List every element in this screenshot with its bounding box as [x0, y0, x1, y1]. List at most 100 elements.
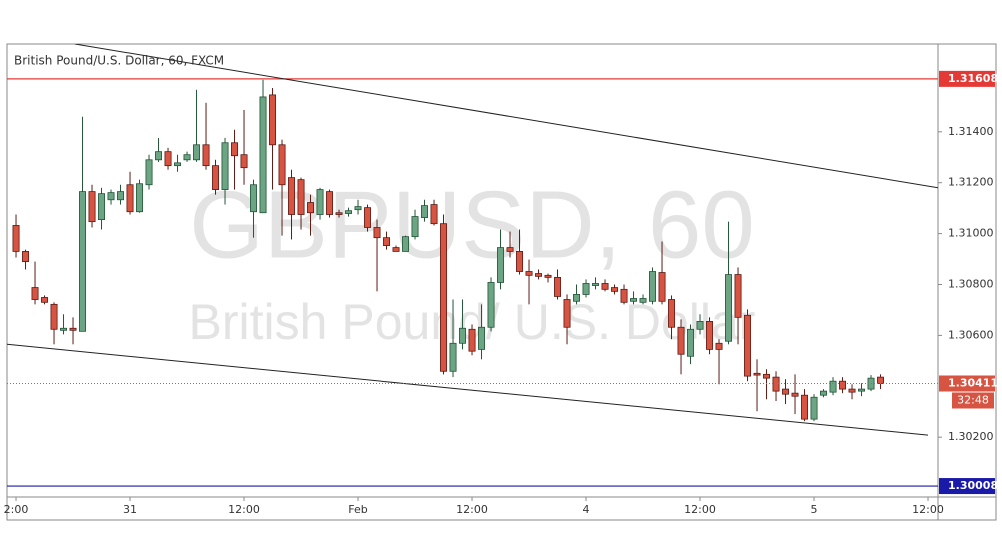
candle-body — [497, 247, 505, 283]
x-tick-label: 5 — [811, 503, 818, 516]
candle-body — [753, 372, 761, 376]
candle-body — [297, 179, 305, 215]
candle-body — [592, 283, 600, 286]
candle-body — [440, 223, 448, 372]
candle-body — [535, 273, 543, 277]
trend-line — [7, 343, 929, 436]
candle-body — [516, 251, 524, 272]
candle-body — [307, 202, 315, 214]
candle-body — [601, 283, 609, 290]
candle-body — [402, 236, 410, 252]
candle-body — [69, 327, 77, 331]
x-tick-label: 12:00 — [228, 503, 260, 516]
countdown: 32:48 — [957, 393, 989, 406]
countdown-box — [952, 392, 994, 409]
candle-body — [31, 287, 39, 300]
x-tick-label: 12:00 — [456, 503, 488, 516]
level-label: 1.30008 — [948, 479, 998, 492]
candle-body — [136, 183, 144, 213]
candle-body — [50, 303, 58, 330]
candle-body — [525, 271, 533, 276]
candle-body — [335, 212, 343, 215]
candle-body — [544, 274, 552, 278]
candle-body — [582, 283, 590, 295]
candle-body — [22, 251, 30, 262]
candle-body — [145, 159, 153, 186]
candle-body — [468, 328, 476, 352]
candle-body — [487, 282, 495, 328]
candle-body — [278, 144, 286, 186]
candle-body — [212, 165, 220, 190]
y-tick-label: 1.31000 — [948, 227, 994, 240]
candle-body — [373, 227, 381, 239]
candle-body — [658, 272, 666, 302]
candle-body — [810, 396, 818, 420]
candle-body — [839, 380, 847, 390]
candle-body — [421, 205, 429, 218]
candle-body — [326, 191, 334, 215]
candle-body — [231, 142, 239, 157]
candle-body — [259, 96, 267, 214]
candle-body — [240, 154, 248, 169]
candle-body — [706, 320, 714, 350]
candle-body — [829, 380, 837, 393]
candle-body — [801, 394, 809, 420]
candle-body — [573, 294, 581, 302]
candle-body — [668, 299, 676, 328]
candle-body — [98, 193, 106, 221]
candle-body — [620, 288, 628, 303]
candle-body — [734, 274, 742, 318]
candle-body — [791, 392, 799, 397]
candle-body — [60, 327, 68, 331]
candle-body — [478, 326, 486, 350]
x-tick-label: 31 — [123, 503, 137, 516]
candle-body — [202, 144, 210, 167]
candle-body — [725, 274, 733, 342]
candle-body — [193, 144, 201, 161]
candle-body — [183, 154, 191, 161]
level-label: 1.31608 — [948, 72, 998, 85]
candle-body — [782, 388, 790, 395]
candle-body — [174, 162, 182, 167]
candle-body — [269, 94, 277, 146]
candle-body — [345, 210, 353, 214]
candle-body — [117, 191, 125, 201]
candle-body — [687, 328, 695, 357]
y-tick-label: 1.30600 — [948, 328, 994, 341]
candle-body — [858, 388, 866, 392]
candle-body — [288, 177, 296, 215]
y-tick-label: 1.30800 — [948, 277, 994, 290]
candle-body — [79, 191, 87, 332]
candle-body — [639, 298, 647, 303]
x-tick-label: 12:00 — [684, 503, 716, 516]
x-tick-label: Feb — [348, 503, 367, 516]
y-tick-label: 1.30200 — [948, 430, 994, 443]
candle-body — [611, 287, 619, 292]
candle-body — [696, 320, 704, 330]
candle-body — [107, 192, 115, 201]
last-price-label: 1.30411 — [948, 376, 998, 389]
x-tick-label: 4 — [583, 503, 590, 516]
plot-area — [7, 44, 938, 487]
last-price-box — [939, 375, 995, 392]
candle-body — [449, 342, 457, 372]
y-tick-label: 1.31400 — [948, 125, 994, 138]
x-tick-label: 2:00 — [4, 503, 29, 516]
candle-body — [392, 247, 400, 252]
chart-title: British Pound/U.S. Dollar, 60, FXCM — [14, 54, 224, 68]
candle-body — [155, 151, 163, 161]
candle-body — [563, 299, 571, 328]
candle-body — [877, 376, 885, 384]
trend-line — [74, 44, 938, 189]
candle-body — [364, 207, 372, 228]
level-box — [939, 478, 995, 495]
candle-body — [221, 142, 229, 190]
candle-body — [411, 216, 419, 238]
candle-body — [772, 376, 780, 392]
candle-body — [820, 390, 828, 396]
x-tick-label: 12:00 — [912, 503, 944, 516]
candle-body — [554, 276, 562, 297]
candle-body — [383, 237, 391, 246]
